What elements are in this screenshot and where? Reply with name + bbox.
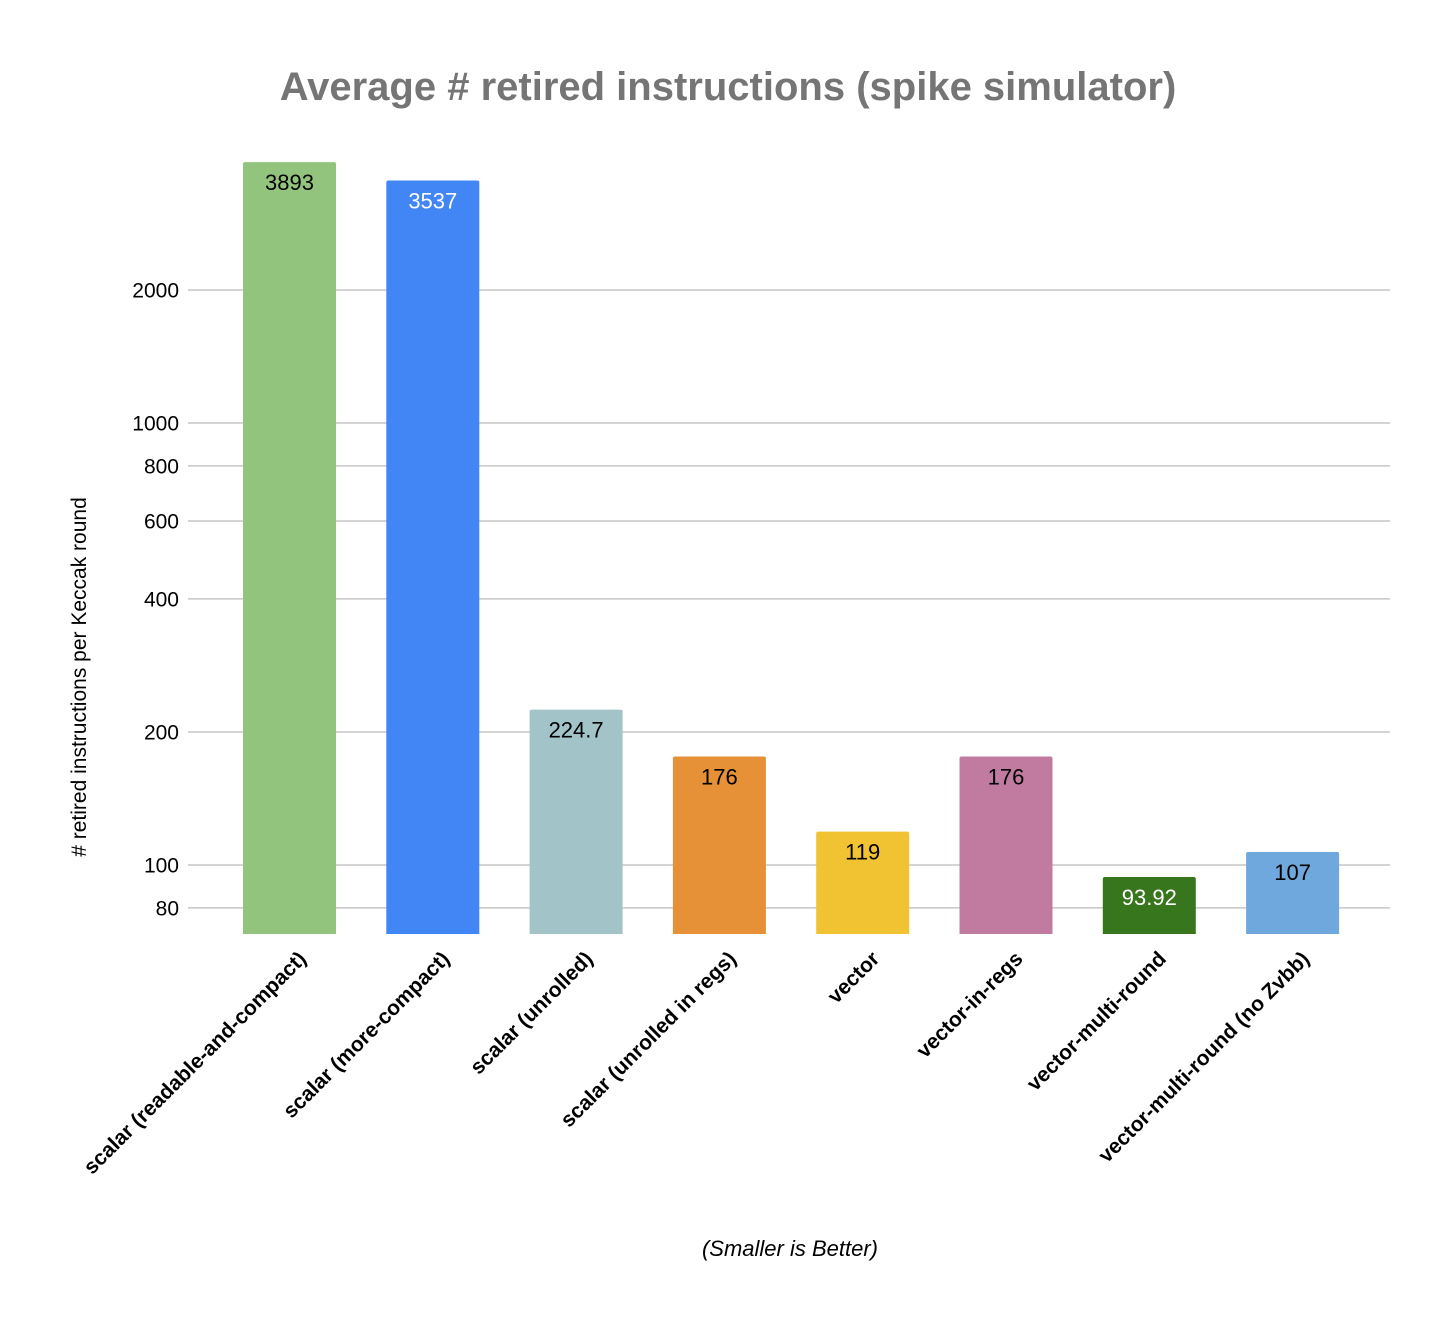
bar-3[interactable] [529, 709, 623, 934]
data-label-8: 107 [1274, 860, 1311, 885]
y-tick-label: 1000 [132, 413, 179, 436]
category-label-5: vector [823, 947, 884, 1008]
x-axis-label: (Smaller is Better) [702, 1236, 878, 1261]
bar-8[interactable] [1246, 852, 1340, 934]
category-label-2: scalar (more-compact) [279, 947, 455, 1123]
category-label-1: scalar (readable-and-compact) [79, 947, 311, 1179]
bar-5[interactable] [816, 831, 910, 934]
y-tick-label: 400 [144, 588, 179, 611]
data-label-2: 3537 [408, 189, 457, 214]
data-label-1: 3893 [265, 170, 314, 195]
data-labels: 3893 3537 224.7 176 119 176 93.92 107 [265, 170, 1311, 910]
y-tick-label: 2000 [132, 279, 179, 302]
data-label-5: 119 [845, 840, 880, 865]
category-label-6: vector-in-regs [912, 947, 1027, 1062]
bar-2[interactable] [386, 180, 480, 934]
data-label-4: 176 [701, 764, 738, 789]
y-axis-label: # retired instructions per Keccak round [68, 497, 91, 857]
y-tick-label: 100 [144, 855, 179, 878]
y-axis-ticks: 80 100 200 400 600 800 1000 2000 [132, 279, 179, 920]
bar-7[interactable] [1102, 877, 1196, 934]
y-tick-label: 80 [156, 897, 179, 920]
data-label-7: 93.92 [1122, 885, 1177, 910]
bar-4[interactable] [672, 756, 766, 934]
data-label-6: 176 [988, 764, 1025, 789]
bar-6[interactable] [959, 756, 1053, 934]
y-tick-label: 600 [144, 511, 179, 534]
chart-title: Average # retired instructions (spike si… [280, 65, 1177, 109]
bars [243, 162, 1340, 934]
y-tick-label: 800 [144, 455, 179, 478]
category-label-7: vector-multi-round [1023, 947, 1171, 1095]
category-label-3: scalar (unrolled) [466, 947, 598, 1079]
x-axis-categories: scalar (readable-and-compact)scalar (mor… [79, 947, 1314, 1179]
y-tick-label: 200 [144, 721, 179, 744]
bar-1[interactable] [243, 162, 336, 934]
data-label-3: 224.7 [549, 718, 604, 743]
gridlines [188, 289, 1390, 909]
